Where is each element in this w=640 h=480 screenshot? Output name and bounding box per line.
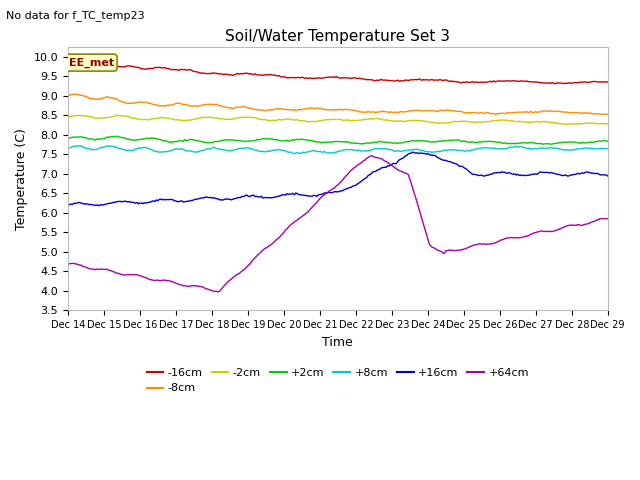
X-axis label: Time: Time [323, 336, 353, 349]
Text: EE_met: EE_met [68, 58, 114, 68]
Legend: -16cm, -8cm, -2cm, +2cm, +8cm, +16cm, +64cm: -16cm, -8cm, -2cm, +2cm, +8cm, +16cm, +6… [142, 363, 533, 398]
Text: No data for f_TC_temp23: No data for f_TC_temp23 [6, 10, 145, 21]
Title: Soil/Water Temperature Set 3: Soil/Water Temperature Set 3 [225, 29, 451, 44]
Y-axis label: Temperature (C): Temperature (C) [15, 128, 28, 229]
